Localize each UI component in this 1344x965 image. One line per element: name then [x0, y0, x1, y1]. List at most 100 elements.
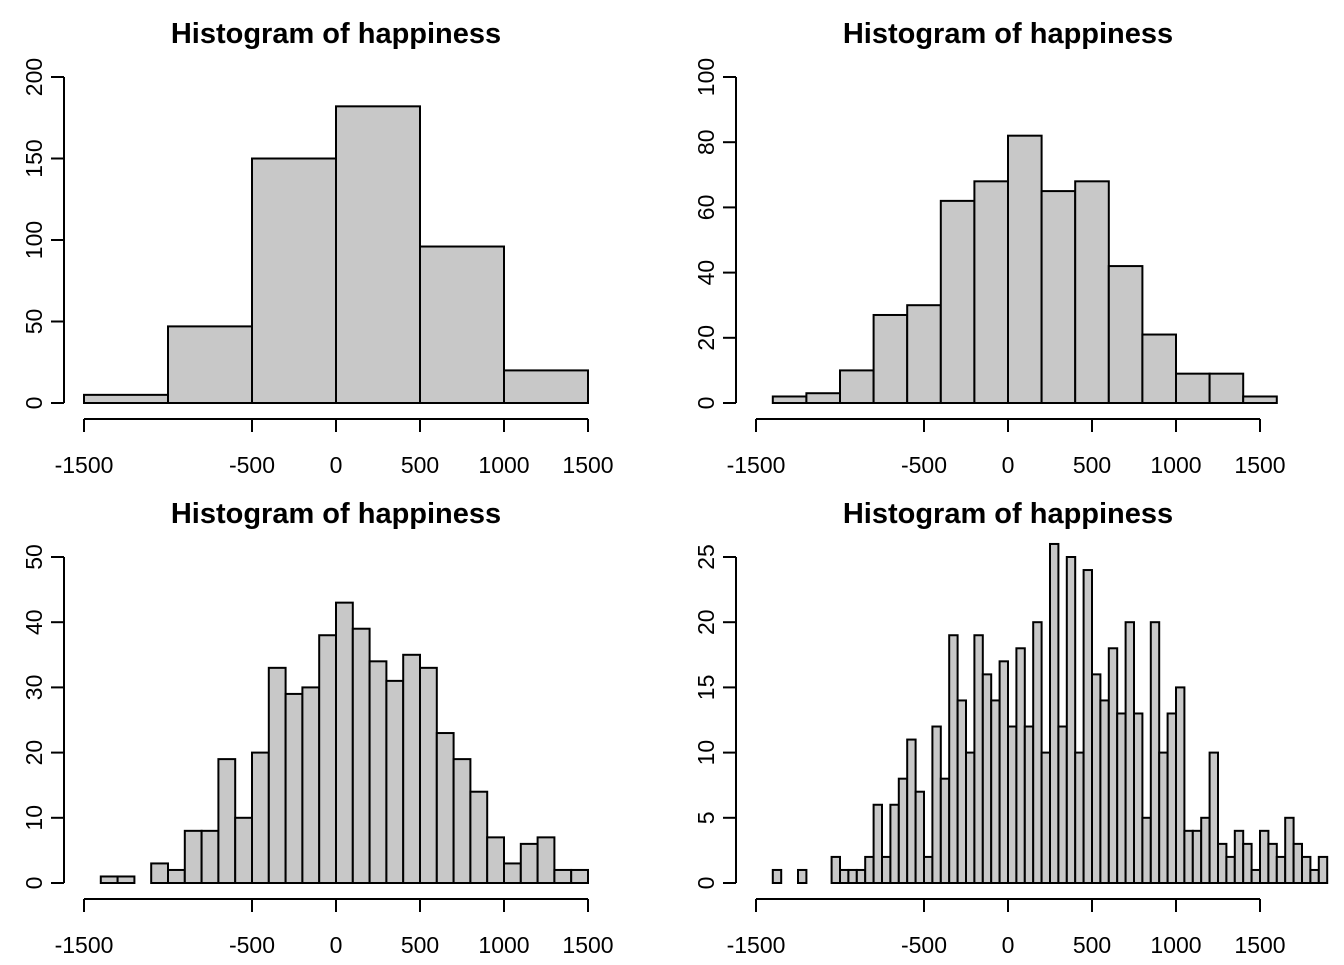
histogram-bar: [872, 803, 883, 885]
histogram-bar: [1133, 712, 1144, 884]
histogram-bar: [872, 313, 909, 405]
histogram-bar: [839, 868, 850, 885]
histogram-bar: [990, 699, 1001, 884]
histogram-bar: [1175, 372, 1211, 405]
histogram-bar: [1107, 265, 1144, 404]
histogram-bar: [1099, 699, 1110, 884]
histogram-bar: [1040, 751, 1051, 884]
histogram-bar: [906, 304, 942, 405]
y-tick-label: 25: [693, 544, 719, 570]
histogram-bar: [1107, 647, 1119, 885]
chart-title: Histogram of happiness: [843, 18, 1173, 50]
histogram-bar: [1233, 829, 1245, 885]
histogram-bar: [1292, 842, 1303, 885]
histogram-bar: [570, 868, 590, 885]
histogram-bar: [1208, 751, 1219, 884]
histogram-panel-top-left: Histogram of happiness -1500 -500 0 500 1000…: [21, 18, 614, 478]
y-tick-label: 100: [693, 58, 719, 96]
histogram-bar: [1242, 842, 1253, 885]
histogram-bar: [200, 829, 220, 885]
histogram-bar: [771, 868, 783, 885]
x-tick-label: 1000: [1150, 452, 1201, 478]
histogram-bar: [1023, 725, 1035, 885]
y-tick-label: 100: [21, 221, 47, 259]
x-tick-label: 1500: [1234, 452, 1285, 478]
histogram-bar: [251, 751, 270, 884]
histogram-bar: [335, 105, 421, 404]
histogram-bar: [1301, 855, 1312, 884]
histogram-bar: [1007, 725, 1018, 885]
histogram-bar: [1149, 621, 1161, 884]
histogram-bar: [368, 660, 388, 884]
y-tick-label: 80: [693, 129, 719, 155]
histogram-bar: [1116, 712, 1127, 884]
histogram-bar: [1091, 673, 1102, 884]
histogram-bar: [267, 666, 287, 885]
y-tick-label: 200: [21, 58, 47, 96]
histogram-bar: [855, 868, 867, 885]
histogram-bar: [385, 679, 405, 884]
y-tick-label: 15: [693, 675, 719, 701]
histogram-bar: [1284, 816, 1295, 884]
histogram-bar: [1200, 816, 1211, 884]
x-tick-label: 1500: [562, 452, 613, 478]
x-tick-label: -1500: [55, 452, 114, 478]
histogram-bar: [797, 868, 808, 885]
y-tick-label: 40: [693, 260, 719, 286]
x-tick-label: 0: [330, 452, 343, 478]
histogram-bar: [251, 157, 337, 404]
histogram-bar: [1074, 751, 1085, 884]
histogram-bar: [452, 758, 472, 884]
histogram-bar: [1141, 816, 1152, 884]
histogram-bar: [167, 325, 253, 405]
histogram-bar: [419, 666, 438, 885]
histogram-bar: [923, 855, 934, 884]
histogram-panel-bottom-left: Histogram of happiness -1500 -500 0 500 1000…: [21, 498, 614, 958]
histogram-bar: [419, 245, 505, 404]
x-tick-label: -500: [229, 932, 275, 958]
histogram-bar: [486, 836, 506, 884]
histogram-bar: [519, 842, 539, 885]
x-tick-label: -500: [901, 452, 947, 478]
histogram-bar: [889, 803, 900, 885]
histogram-bar: [1040, 190, 1077, 404]
y-tick-label: 20: [693, 609, 719, 635]
histogram-bar: [956, 699, 967, 884]
histogram-bar: [402, 653, 422, 884]
y-tick-label: 0: [693, 877, 719, 890]
x-tick-label: 1500: [1234, 932, 1285, 958]
histogram-bar: [1049, 542, 1060, 885]
histogram-bar: [234, 816, 253, 884]
histogram-bar: [931, 725, 942, 885]
histogram-bar: [1015, 647, 1026, 885]
histogram-bar: [1259, 829, 1270, 885]
histogram-bar: [948, 634, 959, 884]
histogram-bar: [1124, 621, 1135, 884]
histogram-bar: [1074, 180, 1110, 404]
histogram-bar: [553, 868, 573, 885]
x-tick-label: 500: [401, 452, 439, 478]
histogram-bar: [435, 732, 455, 884]
histogram-bar: [1065, 556, 1077, 884]
histogram-bar: [469, 790, 489, 884]
histogram-panel-bottom-right: Histogram of happiness -1500 -500 0 500 1000…: [693, 498, 1329, 958]
histogram-bar: [301, 686, 321, 885]
histogram-bar: [1032, 621, 1043, 884]
y-tick-label: 60: [693, 195, 719, 221]
x-tick-label: 0: [1002, 452, 1015, 478]
histogram-bar: [973, 180, 1010, 404]
x-tick-label: 1500: [562, 932, 613, 958]
histogram-bar: [965, 751, 976, 884]
histogram-bar: [830, 855, 841, 884]
histogram-bar: [1275, 855, 1287, 884]
histogram-bar: [839, 369, 875, 404]
histogram-bar: [1267, 842, 1278, 885]
histogram-bar: [83, 393, 169, 405]
x-tick-label: 1000: [1150, 932, 1201, 958]
x-tick-label: -1500: [55, 932, 114, 958]
y-tick-label: 20: [21, 740, 47, 766]
histogram-bar: [1141, 333, 1178, 405]
histogram-bar: [897, 777, 909, 884]
histogram-bar: [1250, 868, 1261, 885]
